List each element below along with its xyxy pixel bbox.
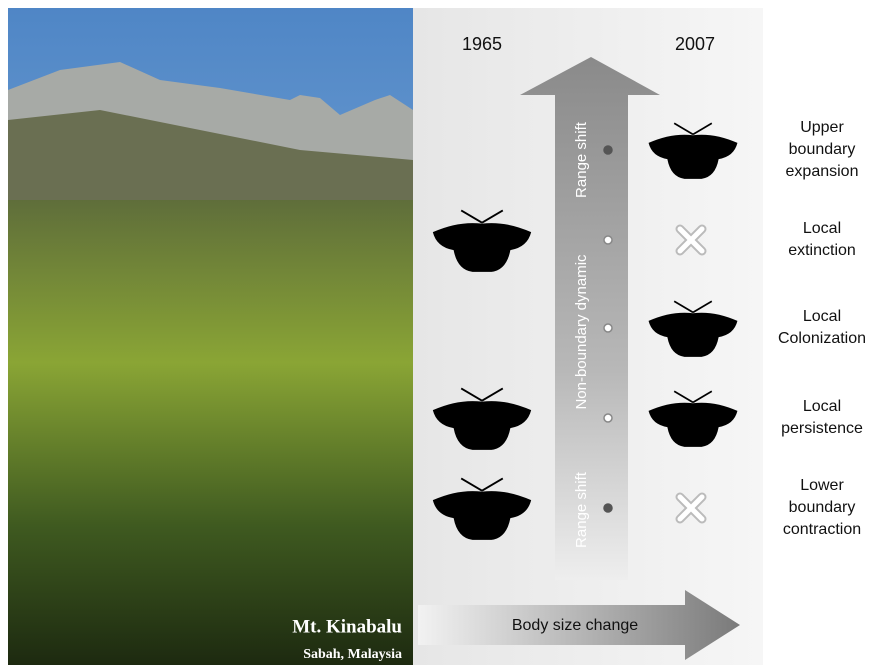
row-label: Local (803, 308, 841, 325)
column-year: 1965 (462, 34, 502, 54)
row-dot (603, 413, 613, 423)
row-label: boundary (789, 141, 856, 158)
row-label: expansion (786, 163, 859, 180)
arrow-label: Non-boundary dynamic (573, 254, 590, 410)
row-label: Lower (800, 477, 844, 494)
row-dot (603, 503, 613, 513)
photo-subcaption: Sabah, Malaysia (303, 647, 402, 662)
row-dot (603, 235, 613, 245)
row-label: contraction (783, 521, 861, 538)
row-label: Upper (800, 119, 844, 136)
horizontal-arrow (418, 590, 740, 660)
forest (8, 200, 413, 665)
arrow-label: Range shift (573, 471, 590, 548)
row-label: boundary (789, 499, 856, 516)
arrow-label: Body size change (512, 617, 638, 634)
row-label: Local (803, 220, 841, 237)
vertical-arrow (520, 57, 660, 580)
rows: Upper boundary expansion Local extinction Loc… (431, 119, 866, 541)
row-label: Local (803, 398, 841, 415)
column-year: 2007 (675, 34, 715, 54)
photo: Mt. Kinabalu Sabah, Malaysia (8, 8, 413, 665)
row-label: extinction (788, 242, 856, 259)
row-label: Colonization (778, 330, 866, 347)
row-label: persistence (781, 420, 863, 437)
photo-caption: Mt. Kinabalu (292, 616, 402, 637)
row-dot (603, 145, 613, 155)
arrow-label: Range shift (573, 121, 590, 198)
extinction-cross (677, 494, 705, 522)
row-dot (603, 323, 613, 333)
extinction-cross (677, 226, 705, 254)
